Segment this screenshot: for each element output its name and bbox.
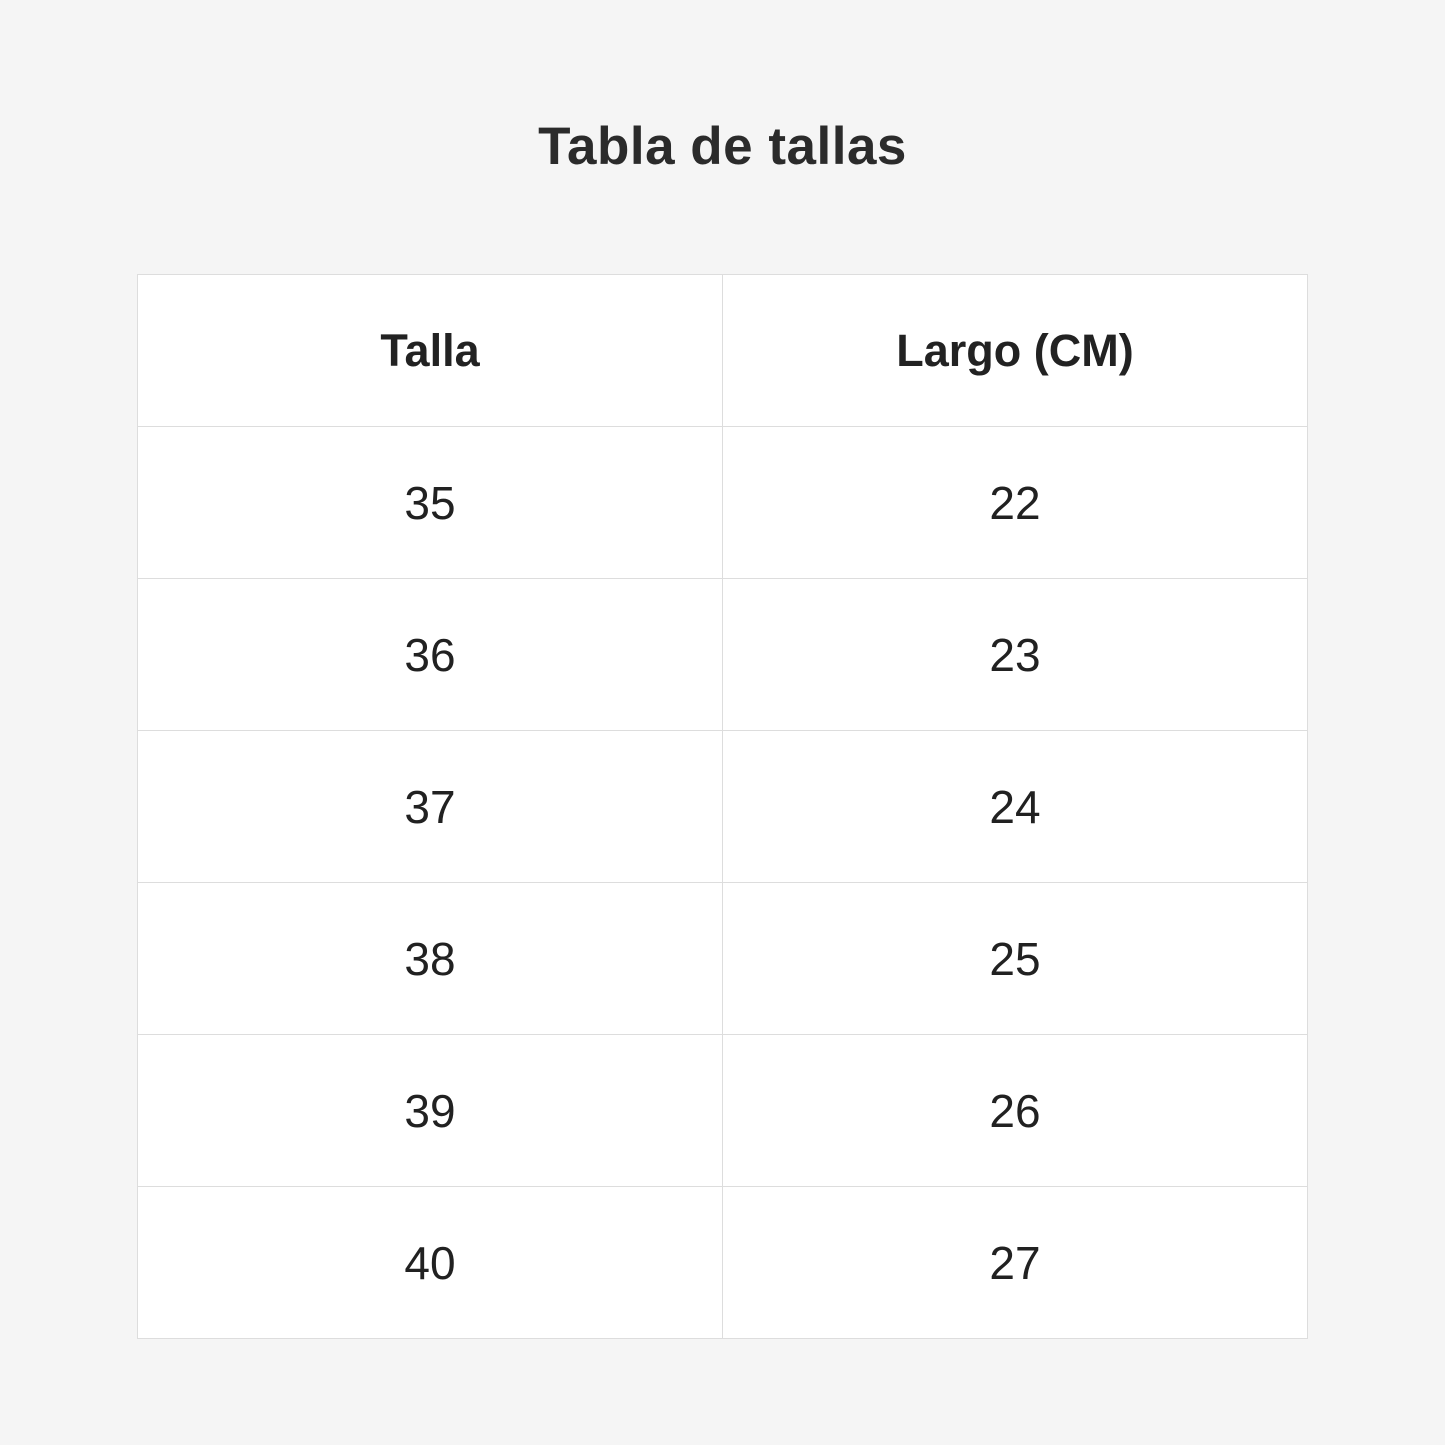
largo-value: 27: [722, 1186, 1308, 1339]
largo-value: 26: [722, 1034, 1308, 1187]
talla-value: 37: [137, 730, 723, 883]
size-chart-table: Talla Largo (CM) 35 22 36 23 37 24 38 25: [137, 274, 1308, 1339]
talla-value: 38: [137, 882, 723, 1035]
header-cell-largo: Largo (CM): [722, 274, 1308, 427]
table-row: 38 25: [137, 882, 1308, 1035]
talla-value: 36: [137, 578, 723, 731]
size-chart-body: 35 22 36 23 37 24 38 25 39 26 40 27: [137, 426, 1308, 1339]
largo-value: 22: [722, 426, 1308, 579]
talla-value: 40: [137, 1186, 723, 1339]
table-row: 37 24: [137, 730, 1308, 883]
table-row: 35 22: [137, 426, 1308, 579]
largo-value: 25: [722, 882, 1308, 1035]
table-row: 40 27: [137, 1186, 1308, 1339]
header-row: Talla Largo (CM): [137, 274, 1308, 427]
talla-value: 35: [137, 426, 723, 579]
size-chart-header: Talla Largo (CM): [137, 274, 1308, 427]
header-cell-talla: Talla: [137, 274, 723, 427]
largo-value: 23: [722, 578, 1308, 731]
table-row: 36 23: [137, 578, 1308, 731]
table-row: 39 26: [137, 1034, 1308, 1187]
largo-value: 24: [722, 730, 1308, 883]
page-title: Tabla de tallas: [538, 117, 907, 176]
talla-value: 39: [137, 1034, 723, 1187]
